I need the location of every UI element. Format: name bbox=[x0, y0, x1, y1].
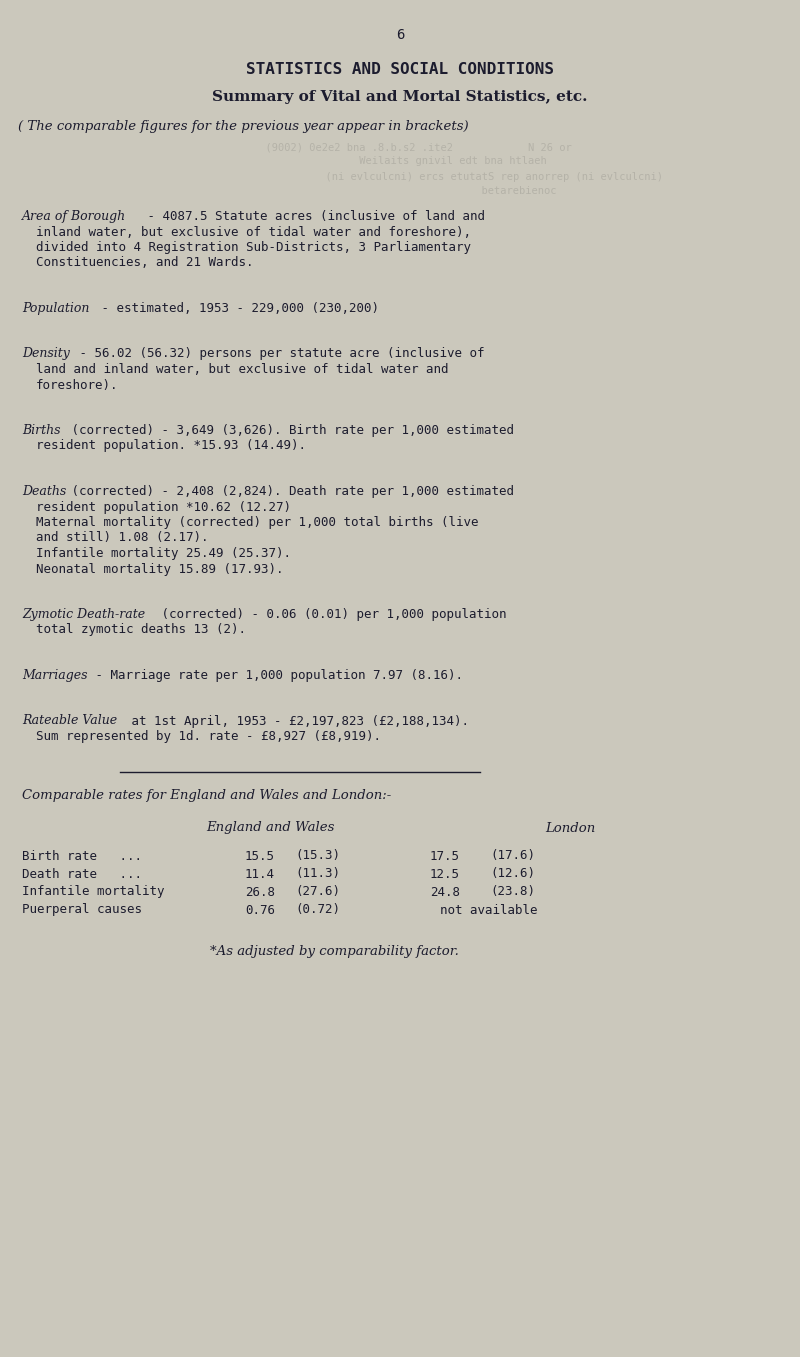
Text: resident population *10.62 (12.27): resident population *10.62 (12.27) bbox=[36, 501, 291, 513]
Text: and still) 1.08 (2.17).: and still) 1.08 (2.17). bbox=[36, 532, 209, 544]
Text: Sum represented by 1d. rate - £8,927 (£8,919).: Sum represented by 1d. rate - £8,927 (£8… bbox=[36, 730, 381, 744]
Text: Area of Borough: Area of Borough bbox=[22, 210, 126, 223]
Text: (23.8): (23.8) bbox=[490, 886, 535, 898]
Text: betarebienoc: betarebienoc bbox=[244, 186, 556, 195]
Text: (corrected) - 3,649 (3,626). Birth rate per 1,000 estimated: (corrected) - 3,649 (3,626). Birth rate … bbox=[64, 423, 514, 437]
Text: (12.6): (12.6) bbox=[490, 867, 535, 881]
Text: at 1st April, 1953 - £2,197,823 (£2,188,134).: at 1st April, 1953 - £2,197,823 (£2,188,… bbox=[125, 715, 470, 727]
Text: (11.3): (11.3) bbox=[295, 867, 340, 881]
Text: total zymotic deaths 13 (2).: total zymotic deaths 13 (2). bbox=[36, 623, 246, 636]
Text: 17.5: 17.5 bbox=[430, 849, 460, 863]
Text: not available: not available bbox=[440, 904, 538, 916]
Text: 6: 6 bbox=[396, 28, 404, 42]
Text: - 4087.5 Statute acres (inclusive of land and: - 4087.5 Statute acres (inclusive of lan… bbox=[140, 210, 486, 223]
Text: 15.5: 15.5 bbox=[245, 849, 275, 863]
Text: (corrected) - 0.06 (0.01) per 1,000 population: (corrected) - 0.06 (0.01) per 1,000 popu… bbox=[154, 608, 506, 622]
Text: Deaths: Deaths bbox=[22, 484, 66, 498]
Text: Constituencies, and 21 Wards.: Constituencies, and 21 Wards. bbox=[36, 256, 254, 270]
Text: (27.6): (27.6) bbox=[295, 886, 340, 898]
Text: 24.8: 24.8 bbox=[430, 886, 460, 898]
Text: Death rate   ...: Death rate ... bbox=[22, 867, 142, 881]
Text: ( The comparable figures for the previous year appear in brackets): ( The comparable figures for the previou… bbox=[18, 119, 469, 133]
Text: Neonatal mortality 15.89 (17.93).: Neonatal mortality 15.89 (17.93). bbox=[36, 563, 283, 575]
Text: divided into 4 Registration Sub-Districts, 3 Parliamentary: divided into 4 Registration Sub-District… bbox=[36, 242, 471, 254]
Text: (ni evlculcni) ercs etutatS rep anorrep (ni evlculcni): (ni evlculcni) ercs etutatS rep anorrep … bbox=[138, 172, 662, 182]
Text: Births: Births bbox=[22, 423, 61, 437]
Text: England and Wales: England and Wales bbox=[206, 821, 334, 835]
Text: (corrected) - 2,408 (2,824). Death rate per 1,000 estimated: (corrected) - 2,408 (2,824). Death rate … bbox=[64, 484, 514, 498]
Text: London: London bbox=[545, 821, 595, 835]
Text: Maternal mortality (corrected) per 1,000 total births (live: Maternal mortality (corrected) per 1,000… bbox=[36, 516, 478, 529]
Text: 0.76: 0.76 bbox=[245, 904, 275, 916]
Text: Population: Population bbox=[22, 303, 90, 315]
Text: (17.6): (17.6) bbox=[490, 849, 535, 863]
Text: Density: Density bbox=[22, 347, 70, 361]
Text: resident population. *15.93 (14.49).: resident population. *15.93 (14.49). bbox=[36, 440, 306, 452]
Text: Marriages: Marriages bbox=[22, 669, 87, 683]
Text: 12.5: 12.5 bbox=[430, 867, 460, 881]
Text: Comparable rates for England and Wales and London:-: Comparable rates for England and Wales a… bbox=[22, 790, 391, 802]
Text: Infantile mortality: Infantile mortality bbox=[22, 886, 165, 898]
Text: Puerperal causes: Puerperal causes bbox=[22, 904, 142, 916]
Text: Rateable Value: Rateable Value bbox=[22, 715, 117, 727]
Text: inland water, but exclusive of tidal water and foreshore),: inland water, but exclusive of tidal wat… bbox=[36, 225, 471, 239]
Text: Birth rate   ...: Birth rate ... bbox=[22, 849, 142, 863]
Text: (9002) 0e2e2 bna .8.b.s2 .ite2            N 26 or: (9002) 0e2e2 bna .8.b.s2 .ite2 N 26 or bbox=[228, 142, 572, 152]
Text: STATISTICS AND SOCIAL CONDITIONS: STATISTICS AND SOCIAL CONDITIONS bbox=[246, 62, 554, 77]
Text: Zymotic Death-rate: Zymotic Death-rate bbox=[22, 608, 145, 622]
Text: Infantile mortality 25.49 (25.37).: Infantile mortality 25.49 (25.37). bbox=[36, 547, 291, 560]
Text: foreshore).: foreshore). bbox=[36, 379, 118, 392]
Text: - 56.02 (56.32) persons per statute acre (inclusive of: - 56.02 (56.32) persons per statute acre… bbox=[72, 347, 484, 361]
Text: (15.3): (15.3) bbox=[295, 849, 340, 863]
Text: - Marriage rate per 1,000 population 7.97 (8.16).: - Marriage rate per 1,000 population 7.9… bbox=[88, 669, 462, 683]
Text: Summary of Vital and Mortal Statistics, etc.: Summary of Vital and Mortal Statistics, … bbox=[212, 90, 588, 104]
Text: Weilaits gnivil edt bna htlaeh: Weilaits gnivil edt bna htlaeh bbox=[253, 156, 547, 166]
Text: - estimated, 1953 - 229,000 (230,200): - estimated, 1953 - 229,000 (230,200) bbox=[94, 303, 379, 315]
Text: (0.72): (0.72) bbox=[295, 904, 340, 916]
Text: *As adjusted by comparability factor.: *As adjusted by comparability factor. bbox=[210, 946, 459, 958]
Text: 26.8: 26.8 bbox=[245, 886, 275, 898]
Text: land and inland water, but exclusive of tidal water and: land and inland water, but exclusive of … bbox=[36, 364, 449, 376]
Text: 11.4: 11.4 bbox=[245, 867, 275, 881]
